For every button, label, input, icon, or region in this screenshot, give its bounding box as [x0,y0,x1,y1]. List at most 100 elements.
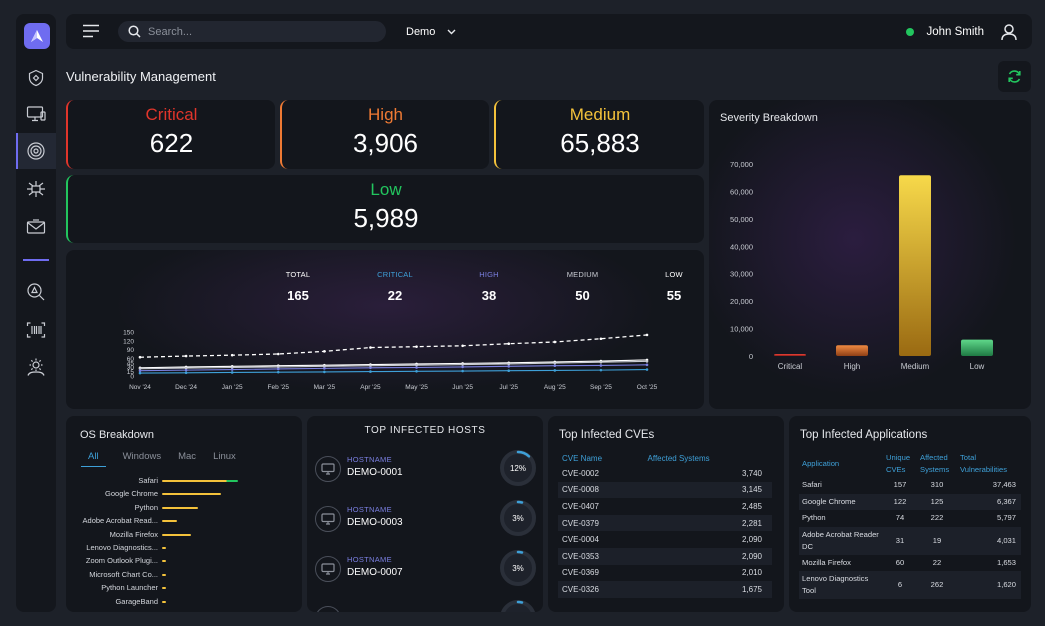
series-point [553,340,557,344]
y-tick-label: 120 [123,338,134,345]
cve-col-affected[interactable]: Affected Systems [647,453,710,463]
os-row[interactable]: Adobe Acrobat Read... [66,516,302,528]
bar-medium[interactable] [899,175,931,356]
org-selector[interactable]: Demo [406,14,456,49]
host-percent: 3% [512,563,524,573]
tab-windows[interactable]: Windows [122,451,162,462]
os-row[interactable]: Lenovo Diagnostics... [66,543,302,555]
app-name: Lenovo Diagnostics Tool [799,571,883,599]
os-row[interactable]: Python Launcher [66,583,302,595]
table-row[interactable]: CVE-0002 3,740 [558,465,772,482]
critical-card[interactable]: Critical 622 [66,100,275,169]
trend-total-value: 165 [287,288,309,303]
os-row-label: Adobe Acrobat Read... [82,516,158,526]
y-tick-label: 0 [749,352,753,361]
table-row[interactable]: CVE-0369 2,010 [558,565,772,582]
menu-toggle[interactable] [82,24,100,43]
app-unique-cves: 60 [895,557,905,567]
user-icon [1001,23,1017,40]
os-row[interactable]: Safari [66,476,302,488]
table-row[interactable]: CVE-0004 2,090 [558,531,772,548]
low-count: 5,989 [353,203,419,233]
os-row[interactable]: Google Chrome [66,489,302,501]
host-row[interactable]: HOSTNAME DEMO-0003 3% [315,498,536,544]
host-monitor-icon [315,456,341,482]
y-tick-label: 150 [123,330,134,337]
app-col-name[interactable]: Application [802,459,840,468]
table-row[interactable]: CVE-0379 2,281 [558,514,772,532]
nav-network[interactable] [16,171,56,207]
series-point [507,369,511,373]
user-name: John Smith [926,25,984,38]
app-logo[interactable] [24,23,50,49]
series-point [138,371,142,375]
top-hosts-card: TOP INFECTED HOSTS HOSTNAME DEMO-0001 12% H… [307,416,543,612]
low-card[interactable]: Low 5,989 [66,175,704,243]
os-row[interactable]: Python [66,503,302,515]
table-row[interactable]: Adobe Acrobat Reader DC 31 19 4,031 [799,526,1021,555]
host-progress-ring [500,550,536,586]
nav-vulnerability[interactable] [16,133,56,169]
tab-linux[interactable]: Linux [213,451,236,462]
table-row[interactable]: Mozilla Firefox 60 22 1,653 [799,555,1021,572]
nav-scan[interactable] [16,312,56,348]
table-row[interactable]: Lenovo Diagnostics Tool 6 262 1,620 [799,571,1021,599]
org-selector-label: Demo [406,25,436,38]
host-monitor-icon [315,556,341,582]
user-menu[interactable]: John Smith [906,14,1018,49]
nav-settings[interactable] [16,349,56,385]
y-tick-label: 60,000 [730,187,753,196]
app-col-unique[interactable]: Unique CVEs [886,453,911,474]
series-point [323,367,326,370]
table-row[interactable]: CVE-0353 2,090 [558,547,772,565]
x-tick-label: Low [970,362,985,371]
os-row[interactable]: Mozilla Firefox [66,530,302,542]
series-point [230,366,234,369]
os-row[interactable]: GarageBand [66,597,302,609]
app-total-vulns: 6,367 [957,493,1021,510]
host-row[interactable]: HOSTNAME DEMO-0007 3% [315,548,536,594]
os-row[interactable]: Microsoft Chart Co... [66,570,302,582]
app-col-total[interactable]: Total Vulnerabilities [960,453,1007,474]
bar-critical[interactable] [774,354,806,356]
host-row[interactable]: HOSTNAME DEMO-0001 12% [315,448,536,494]
tab-mac[interactable]: Mac [178,451,197,462]
table-row[interactable]: CVE-0407 2,485 [558,498,772,515]
critical-label: Critical [145,105,198,124]
app-unique-cves: 6 [883,571,917,599]
cves-title: Top Infected CVEs [559,429,655,441]
bar-low[interactable] [961,339,993,356]
nav-search-threat[interactable] [16,274,56,310]
host-percent: 3% [512,513,524,523]
table-row[interactable]: Safari 157 310 37,463 [799,477,1021,494]
nav-devices[interactable] [16,96,56,132]
sidebar [16,14,56,612]
cve-col-name[interactable]: CVE Name [562,453,603,463]
medium-card[interactable]: Medium 65,883 [494,100,704,169]
host-percent: 12% [509,463,526,473]
table-row[interactable]: CVE-0008 3,145 [558,481,772,499]
series-point [276,367,280,371]
nav-mail[interactable] [16,209,56,245]
tab-all[interactable]: All [81,451,106,467]
trend-high-label: HIGH [479,270,499,279]
table-row[interactable]: Google Chrome 122 125 6,367 [799,493,1021,510]
bar-high[interactable] [836,345,868,356]
series-line [139,334,648,358]
search-input[interactable] [148,21,378,42]
series-point [645,363,649,367]
series-point [553,361,557,365]
table-row[interactable]: Python 74 222 5,797 [799,510,1021,527]
refresh-button[interactable] [998,61,1031,92]
series-point [138,367,142,370]
os-row-label: Google Chrome [105,489,158,499]
table-row[interactable]: CVE-0326 1,675 [558,581,772,598]
nav-shield[interactable] [16,60,56,96]
series-point [323,365,326,368]
os-row-label: GarageBand [115,596,158,606]
host-row[interactable] [315,598,536,612]
high-card[interactable]: High 3,906 [280,100,489,169]
y-tick-label: 30,000 [730,270,753,279]
app-col-systems[interactable]: Affected Systems [920,453,950,474]
os-row[interactable]: Zoom Outlook Plugi... [66,556,302,568]
